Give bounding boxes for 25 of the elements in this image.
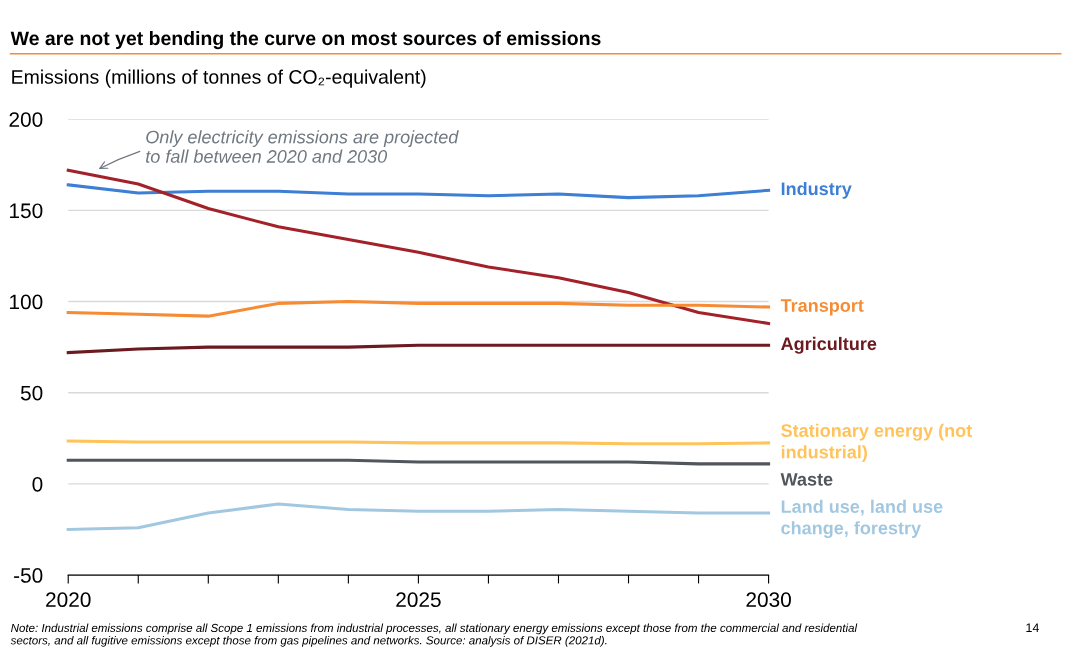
line-series — [66, 343, 771, 355]
x-tick-label: 2025 — [396, 592, 441, 608]
annotation: Only electricity emissions are projected to fall between 2020 and 2030 — [146, 130, 459, 163]
line-series — [66, 502, 771, 532]
x-tick-label: 2030 — [746, 592, 791, 608]
series-label: Waste — [780, 473, 833, 486]
series-label: Stationary energy (not industrial) — [781, 423, 972, 463]
text: 14 — [1026, 623, 1039, 633]
text: Note: Industrial emissions comprise all Scope 1 emissions from industrial processes, all stationary energy emissions except those from the commercial and residential sectors, and all fugitive emissions except those from gas pipelines and networks. Source: analysis of DISER (2021d). — [10, 623, 858, 647]
y-tick-label: -50 — [14, 568, 43, 583]
series-label: Agriculture — [781, 336, 877, 354]
line-series — [66, 300, 771, 318]
series-label: Land use, land use change, forestry — [781, 499, 943, 539]
y-tick-label: 150 — [10, 203, 43, 219]
y-axis-title: Emissions (millions of tonnes of CO₂-equivalent) — [12, 69, 426, 88]
y-tick-label: 200 — [9, 112, 43, 127]
series-label: Transport — [780, 299, 864, 316]
chart-title: We are not yet bending the curve on most sources of emissions — [10, 30, 601, 50]
x-tick-label: 2020 — [46, 592, 91, 608]
y-tick-label: 0 — [32, 476, 43, 492]
line-series — [66, 168, 771, 325]
y-tick-label: 50 — [20, 385, 43, 401]
series-label: Industry — [781, 181, 852, 199]
y-tick-label: 100 — [10, 294, 43, 310]
line-series — [66, 183, 771, 200]
